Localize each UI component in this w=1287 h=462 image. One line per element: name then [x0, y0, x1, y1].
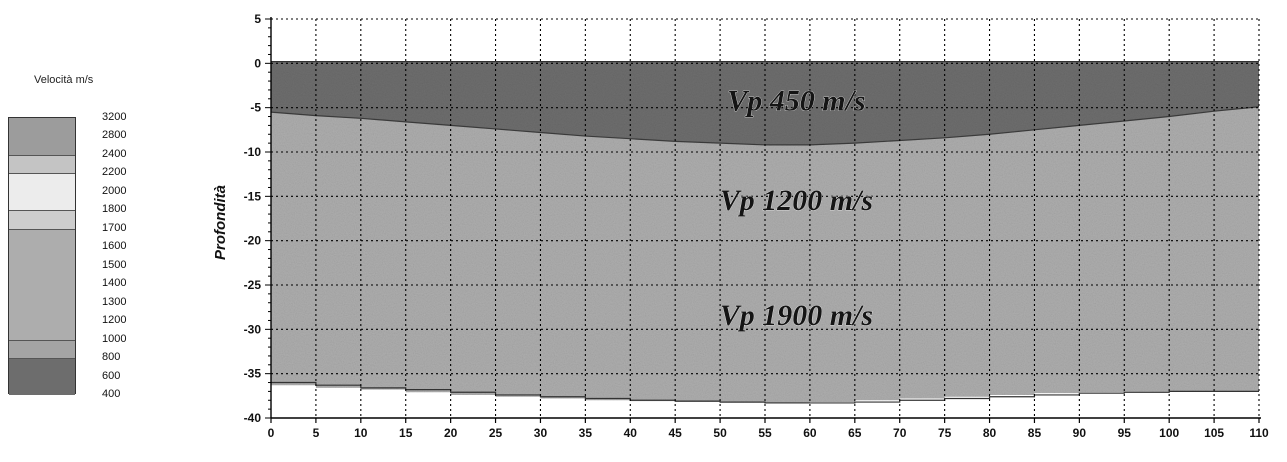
- y-tick-label: -35: [244, 367, 262, 381]
- layer-annotation: Vp 450 m/s: [727, 85, 865, 118]
- x-tick-label: 75: [938, 426, 952, 440]
- y-tick-label: -5: [250, 101, 261, 115]
- x-tick-label: 15: [399, 426, 413, 440]
- legend-tick-label: 2000: [102, 184, 127, 197]
- y-axis-label: Profondità: [212, 185, 229, 260]
- legend-band-2200-1800: [9, 173, 75, 211]
- x-tick-label: 50: [713, 426, 727, 440]
- x-tick-label: 95: [1118, 426, 1132, 440]
- y-tick-label: -40: [244, 411, 262, 425]
- layer-annotations: Vp 450 m/s Vp 1200 m/s Vp 1900 m/s: [719, 84, 873, 332]
- y-tick-label: -20: [244, 234, 262, 248]
- y-tick-label: 5: [254, 12, 261, 26]
- legend-band-2400-2200: [9, 154, 75, 174]
- legend-tick-label: 2400: [102, 147, 127, 160]
- x-tick-label: 10: [354, 426, 368, 440]
- x-tick-label: 5: [313, 426, 320, 440]
- grid-lines: [271, 18, 1260, 418]
- x-tick-label: 55: [758, 426, 772, 440]
- x-tick-label: 105: [1204, 426, 1224, 440]
- legend-tick-label: 1300: [102, 295, 127, 308]
- legend-band-1000-800: [9, 339, 75, 359]
- legend-tick-label: 3200: [102, 111, 127, 123]
- y-tick-label: -30: [244, 322, 262, 336]
- y-tick-label: -10: [244, 145, 262, 159]
- layer-annotation: Vp 1900 m/s: [720, 299, 873, 332]
- x-tick-label: 100: [1159, 426, 1179, 440]
- x-tick-label: 70: [893, 426, 907, 440]
- x-tick-label: 80: [983, 426, 997, 440]
- legend-tick-label: 1600: [102, 240, 127, 253]
- y-tick-label: 0: [254, 56, 261, 70]
- x-tick-label: 30: [534, 426, 548, 440]
- legend-tick-label: 2200: [102, 166, 127, 179]
- velocity-legend: Velocità m/s 3200 2800 2400 2200 2000 1800 170…: [0, 0, 200, 462]
- legend-title: Velocità m/s: [34, 74, 94, 86]
- layer-vp-450: [271, 61, 1259, 145]
- legend-tick-label: 1700: [102, 221, 127, 234]
- legend-tick-label: 1200: [102, 314, 127, 327]
- x-tick-label: 0: [268, 426, 275, 440]
- x-tick-label: 110: [1249, 426, 1269, 440]
- legend-tick-label: 1000: [102, 332, 127, 345]
- x-tick-label: 65: [848, 426, 862, 440]
- layer-annotation: Vp 1200 m/s: [720, 184, 873, 217]
- y-tick-label: -15: [244, 189, 262, 203]
- x-tick-label: 90: [1073, 426, 1087, 440]
- legend-band-3200-2400: [9, 118, 75, 155]
- legend-band-1800-1700: [9, 210, 75, 229]
- x-tick-label: 85: [1028, 426, 1042, 440]
- x-tick-label: 25: [489, 426, 503, 440]
- legend-band-800-400: [9, 358, 75, 395]
- velocity-color-scale: [8, 117, 76, 395]
- x-tick-label: 40: [624, 426, 638, 440]
- legend-tick-label: 1400: [102, 277, 127, 290]
- x-tick-label: 20: [444, 426, 458, 440]
- legend-tick-label: 800: [102, 351, 121, 364]
- axes: 0 5 10 15 20 25 30 35 40 45 50 55 60 65 70 75 80 85 90 95 10…: [212, 12, 1269, 440]
- legend-tick-label: 1500: [102, 258, 127, 271]
- y-tick-label: -25: [244, 278, 262, 292]
- legend-tick-label: 400: [102, 388, 121, 400]
- x-tick-label: 45: [669, 426, 683, 440]
- x-tick-label: 60: [803, 426, 817, 440]
- legend-tick-label: 1800: [102, 203, 127, 216]
- x-tick-label: 35: [579, 426, 593, 440]
- legend-band-1700-1000: [9, 228, 75, 340]
- legend-tick-label: 2800: [102, 129, 127, 142]
- legend-tick-label: 600: [102, 369, 121, 382]
